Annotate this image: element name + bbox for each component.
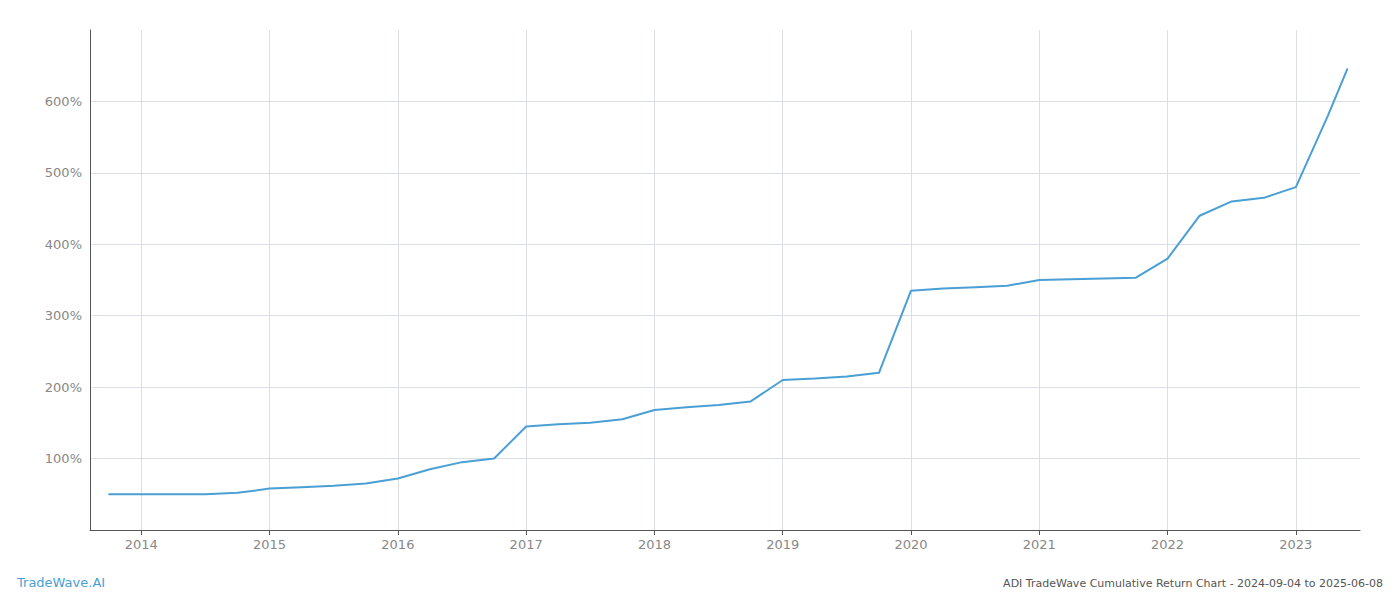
svg-text:100%: 100% [45,451,82,466]
svg-text:2017: 2017 [510,537,543,552]
svg-text:500%: 500% [45,165,82,180]
svg-text:2023: 2023 [1279,537,1312,552]
svg-text:2018: 2018 [638,537,671,552]
svg-text:2015: 2015 [253,537,286,552]
svg-text:2014: 2014 [125,537,158,552]
svg-text:2020: 2020 [894,537,927,552]
svg-text:2021: 2021 [1023,537,1056,552]
svg-text:600%: 600% [45,94,82,109]
svg-text:2016: 2016 [381,537,414,552]
svg-text:300%: 300% [45,308,82,323]
svg-text:2022: 2022 [1151,537,1184,552]
svg-text:2019: 2019 [766,537,799,552]
svg-text:ADI TradeWave Cumulative Retur: ADI TradeWave Cumulative Return Chart - … [1003,577,1383,590]
svg-text:200%: 200% [45,380,82,395]
svg-text:TradeWave.AI: TradeWave.AI [16,575,105,590]
svg-text:400%: 400% [45,237,82,252]
